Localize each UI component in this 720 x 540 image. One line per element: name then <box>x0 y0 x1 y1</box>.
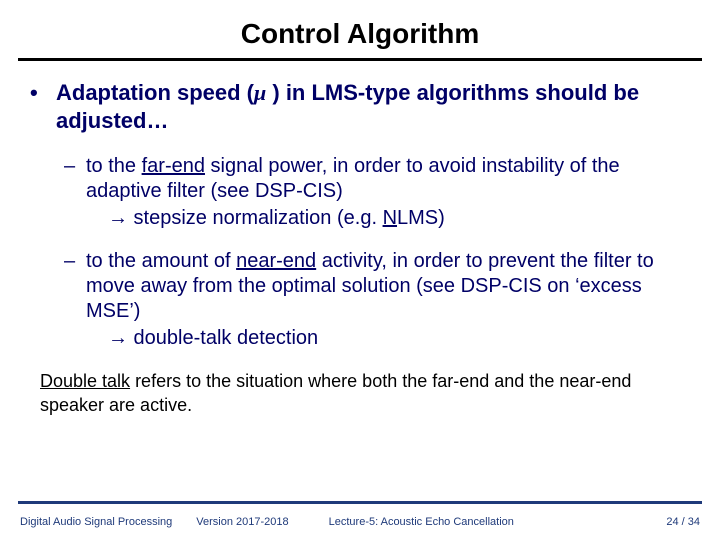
sub-bullet-1-text: to the far-end signal power, in order to… <box>86 154 690 231</box>
dash-icon: – <box>64 249 86 351</box>
sub-bullet-2-text: to the amount of near-end activity, in o… <box>86 249 690 351</box>
main-bullet-pre: Adaptation speed ( <box>56 80 254 105</box>
main-bullet: • Adaptation speed (μ ) in LMS-type algo… <box>30 79 690 134</box>
footer-page-number: 24 / 34 <box>666 516 700 528</box>
main-bullet-text: Adaptation speed (μ ) in LMS-type algori… <box>56 79 690 134</box>
sub-bullet-1: – to the far-end signal power, in order … <box>64 154 690 231</box>
sub2-arrow-line: → double-talk detection <box>108 326 690 351</box>
title-divider <box>18 58 702 61</box>
sub1-arrow-b: LMS) <box>397 207 445 229</box>
footnote: Double talk refers to the situation wher… <box>40 369 690 418</box>
footer-version: Version 2017-2018 <box>196 516 288 528</box>
arrow-icon: → <box>108 207 128 229</box>
sub2-arrow: double-talk detection <box>128 327 318 349</box>
footer-course: Digital Audio Signal Processing <box>20 516 172 528</box>
slide-title: Control Algorithm <box>0 18 720 50</box>
slide-content: • Adaptation speed (μ ) in LMS-type algo… <box>0 79 720 351</box>
sub-bullet-2: – to the amount of near-end activity, in… <box>64 249 690 351</box>
sub2-nearend: near-end <box>236 250 316 272</box>
footer-divider <box>18 501 702 504</box>
slide-container: Control Algorithm • Adaptation speed (μ … <box>0 0 720 540</box>
sub2-a: to the amount of <box>86 250 236 272</box>
arrow-icon: → <box>108 327 128 349</box>
sub1-arrow-line: → stepsize normalization (e.g. NLMS) <box>108 206 690 231</box>
sub1-n: N <box>383 207 397 229</box>
sub1-farend: far-end <box>142 155 205 177</box>
dash-icon: – <box>64 154 86 231</box>
bullet-dot-icon: • <box>30 79 56 134</box>
slide-footer: Digital Audio Signal Processing Version … <box>20 516 700 528</box>
footer-lecture: Lecture-5: Acoustic Echo Cancellation <box>329 516 514 528</box>
sub1-a: to the <box>86 155 142 177</box>
sub1-arrow-a: stepsize normalization (e.g. <box>128 207 383 229</box>
mu-symbol: μ <box>254 80 266 105</box>
note-double-talk: Double talk <box>40 371 130 391</box>
